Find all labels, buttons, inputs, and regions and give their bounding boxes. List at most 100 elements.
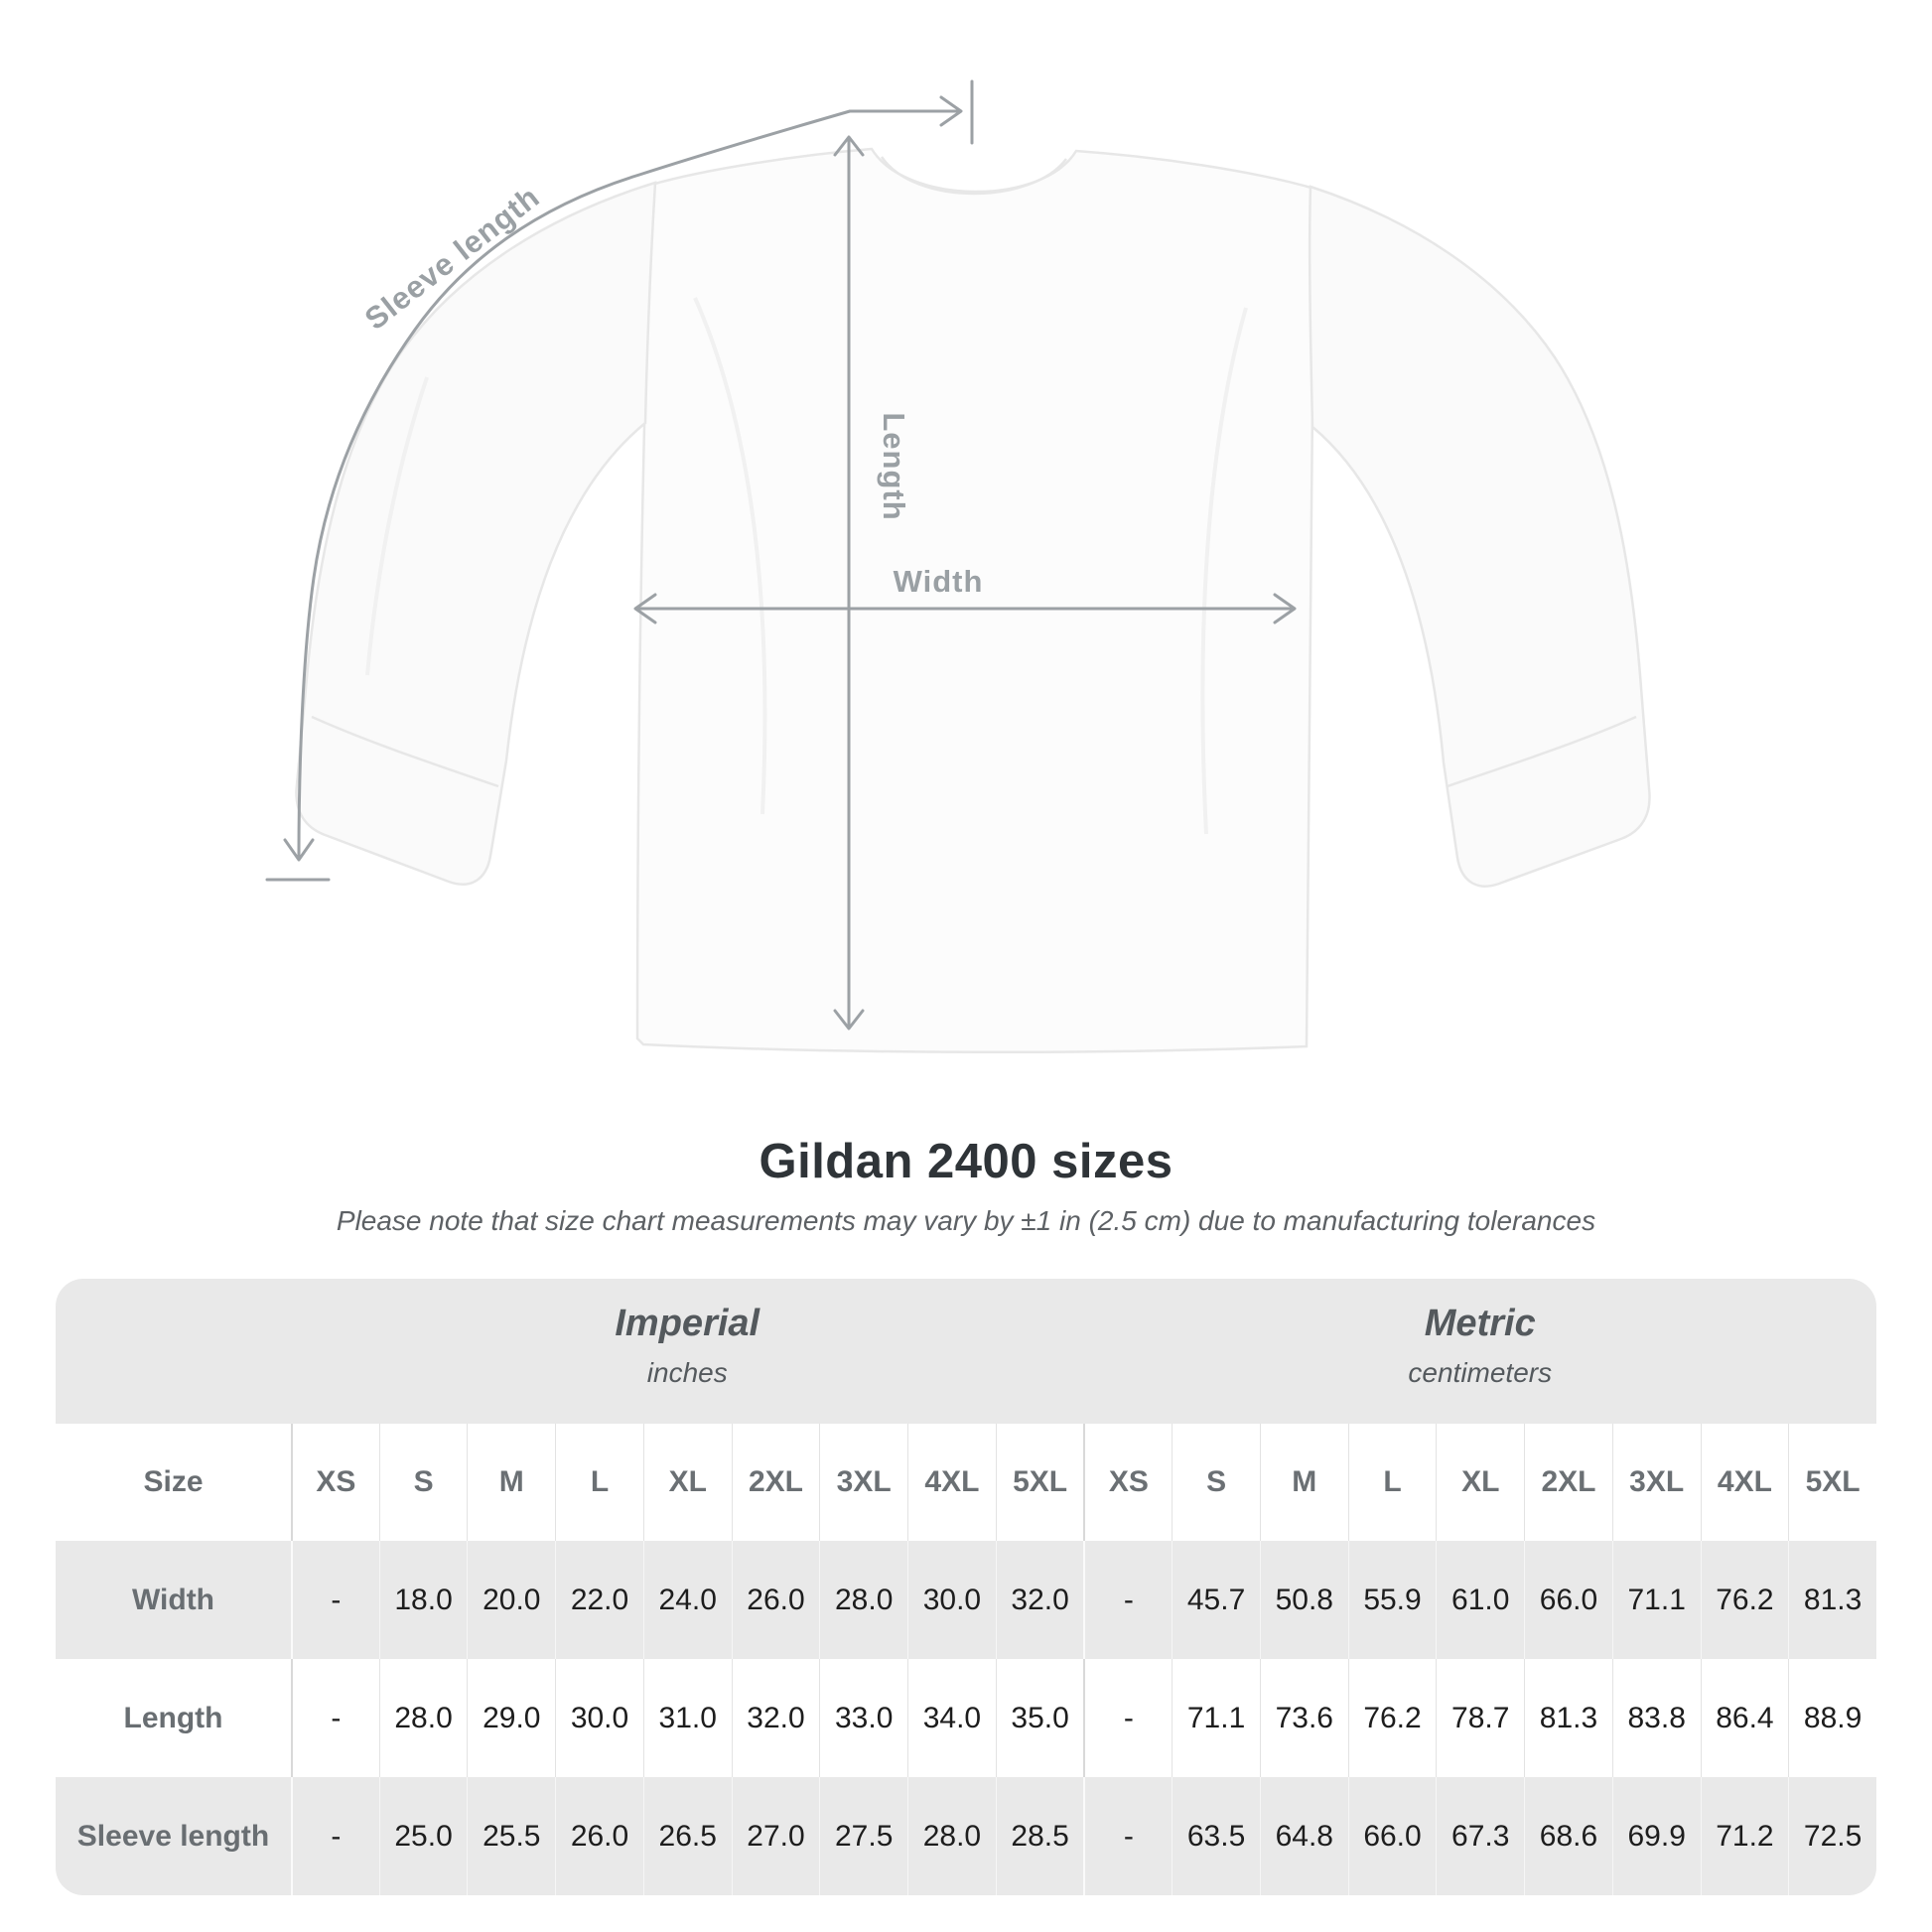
value-cell: 73.6	[1259, 1659, 1348, 1777]
value-cell: 71.2	[1700, 1777, 1789, 1895]
fold-line	[1200, 307, 1248, 835]
metric-title: Metric	[1424, 1303, 1536, 1344]
shirt-mockup	[295, 147, 1651, 1054]
sleeve-length-line	[297, 109, 961, 858]
value-cell: 78.7	[1436, 1659, 1524, 1777]
size-col-header: L	[555, 1424, 643, 1541]
value-cell: 76.2	[1347, 1659, 1437, 1777]
length-arrow	[833, 135, 865, 1031]
value-cell: 27.0	[731, 1777, 820, 1895]
table-row: Sleeve length -25.0 25.5 26.0 26.5 27.0 27.5 28…	[56, 1777, 1876, 1895]
fold-line	[365, 376, 429, 676]
value-cell: -	[1083, 1541, 1172, 1659]
unit-band-spacer	[56, 1279, 291, 1389]
unit-header-band: Imperial inches Metric centimeters	[56, 1279, 1876, 1424]
value-cell: 86.4	[1700, 1659, 1789, 1777]
title-block: Gildan 2400 sizes Please note that size …	[0, 1134, 1932, 1237]
size-table: Imperial inches Metric centimeters Size X…	[56, 1279, 1876, 1895]
table-row: Width -18.0 20.0 22.0 24.0 26.0 28.0 30.0 32.0-4…	[56, 1541, 1876, 1659]
size-col-header: XS	[1083, 1424, 1172, 1541]
width-arrow	[633, 593, 1297, 624]
size-col-header: L	[1347, 1424, 1437, 1541]
size-col-header: 2XL	[731, 1424, 820, 1541]
value-cell: 81.3	[1524, 1659, 1612, 1777]
value-cell: -	[1083, 1659, 1172, 1777]
value-cell: 28.0	[378, 1659, 468, 1777]
width-arrowhead-left	[633, 593, 657, 624]
sleeve-length-arrow	[265, 79, 974, 882]
row-label: Length	[123, 1701, 223, 1734]
value-cell: 81.3	[1788, 1541, 1876, 1659]
value-cell: 33.0	[819, 1659, 907, 1777]
value-cell: 26.0	[731, 1541, 820, 1659]
value-cell: -	[291, 1541, 379, 1659]
shirt-diagram-svg: Sleeve length Length Width	[265, 79, 1651, 1054]
size-col-header: 4XL	[907, 1424, 996, 1541]
value-cell: 25.5	[467, 1777, 555, 1895]
value-cell: 30.0	[907, 1541, 996, 1659]
size-col-header: 5XL	[995, 1424, 1084, 1541]
page-subtitle: Please note that size chart measurements…	[336, 1205, 1596, 1236]
value-cell: 25.0	[378, 1777, 468, 1895]
value-cell: -	[1083, 1777, 1172, 1895]
size-col-header: XL	[642, 1424, 732, 1541]
value-cell: 69.9	[1611, 1777, 1701, 1895]
value-cell: 72.5	[1788, 1777, 1876, 1895]
length-arrowhead-down	[833, 1009, 865, 1031]
table-row: Length -28.0 29.0 30.0 31.0 32.0 33.0 34.0 35.0-…	[56, 1659, 1876, 1777]
page-title: Gildan 2400 sizes	[759, 1135, 1173, 1188]
width-label: Width	[894, 564, 984, 599]
value-cell: 63.5	[1172, 1777, 1260, 1895]
size-grid: Size XS S M L XL 2XL 3XL 4XL 5XL XS S M L XL 2XL 3XL 4XL 5…	[56, 1424, 1876, 1895]
sleeve-length-arrowhead-down	[283, 838, 315, 862]
value-cell: 31.0	[642, 1659, 732, 1777]
size-col-header: 4XL	[1700, 1424, 1789, 1541]
row-label: Sleeve length	[76, 1819, 270, 1853]
size-col-header: S	[378, 1424, 468, 1541]
value-cell: 29.0	[467, 1659, 555, 1777]
value-cell: 32.0	[731, 1659, 820, 1777]
value-cell: 64.8	[1259, 1777, 1348, 1895]
shirt-body	[635, 147, 1316, 1054]
value-cell: 76.2	[1700, 1541, 1789, 1659]
size-col-header: 3XL	[819, 1424, 907, 1541]
shirt-right-sleeve	[1308, 185, 1651, 888]
shirt-measurement-diagram: Sleeve length Length Width	[265, 79, 1651, 1054]
metric-unit: centimeters	[1408, 1357, 1553, 1388]
value-cell: 66.0	[1347, 1777, 1437, 1895]
size-col-header: S	[1172, 1424, 1260, 1541]
length-arrowhead-up	[833, 135, 865, 157]
size-col-header: XS	[291, 1424, 379, 1541]
left-cuff-seam	[311, 715, 499, 788]
size-header-label: Size	[143, 1465, 204, 1498]
value-cell: 30.0	[555, 1659, 643, 1777]
size-col-header: M	[467, 1424, 555, 1541]
value-cell: 27.5	[819, 1777, 907, 1895]
value-cell: 28.0	[819, 1541, 907, 1659]
value-cell: 83.8	[1611, 1659, 1701, 1777]
value-cell: 24.0	[642, 1541, 732, 1659]
size-col-header: 2XL	[1524, 1424, 1612, 1541]
value-cell: 66.0	[1524, 1541, 1612, 1659]
shirt-left-sleeve	[295, 181, 657, 886]
value-cell: 34.0	[907, 1659, 996, 1777]
value-cell: 71.1	[1172, 1659, 1260, 1777]
value-cell: 55.9	[1347, 1541, 1437, 1659]
value-cell: -	[291, 1777, 379, 1895]
imperial-title: Imperial	[615, 1303, 760, 1344]
value-cell: 22.0	[555, 1541, 643, 1659]
imperial-header: Imperial inches	[291, 1279, 1084, 1389]
row-label: Width	[131, 1583, 215, 1616]
value-cell: 71.1	[1611, 1541, 1701, 1659]
value-cell: 45.7	[1172, 1541, 1260, 1659]
size-col-header: 5XL	[1788, 1424, 1876, 1541]
width-arrowhead-right	[1273, 593, 1297, 624]
length-label: Length	[877, 412, 911, 520]
value-cell: 26.5	[642, 1777, 732, 1895]
value-cell: 61.0	[1436, 1541, 1524, 1659]
value-cell: 67.3	[1436, 1777, 1524, 1895]
value-cell: 68.6	[1524, 1777, 1612, 1895]
size-col-header: XL	[1436, 1424, 1524, 1541]
imperial-unit: inches	[646, 1357, 728, 1388]
